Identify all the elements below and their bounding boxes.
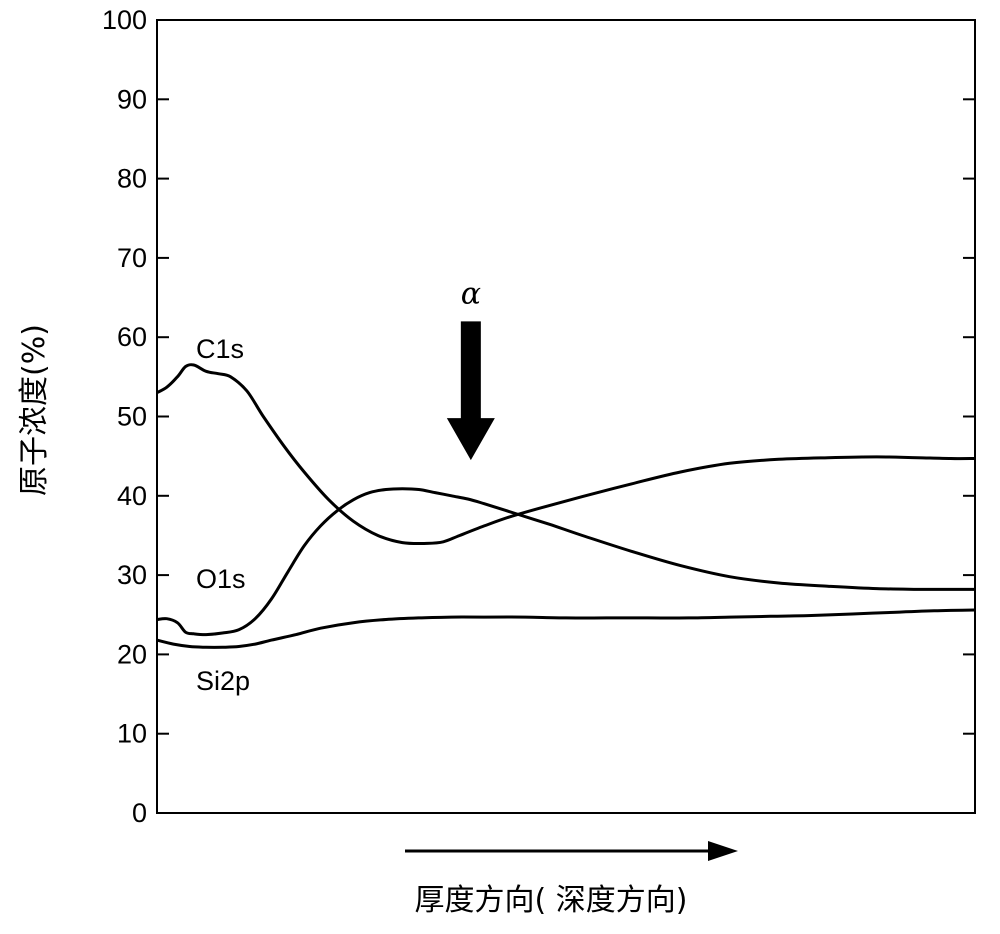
series-line-c1s — [157, 365, 975, 544]
series-label-si2p: Si2p — [196, 666, 250, 696]
series-label-c1s: C1s — [196, 334, 244, 364]
y-tick-label: 40 — [117, 481, 147, 511]
x-axis-title: 厚度方向( 深度方向) — [415, 883, 688, 918]
depth-direction-arrow-head — [708, 841, 738, 861]
alpha-down-arrow — [447, 321, 495, 460]
alpha-annotation-label: α — [461, 276, 481, 311]
y-tick-label: 50 — [117, 402, 147, 432]
y-tick-label: 0 — [132, 798, 147, 828]
y-tick-label: 20 — [117, 639, 147, 669]
y-tick-label: 70 — [117, 243, 147, 273]
series-label-o1s: O1s — [196, 564, 246, 594]
chart-root: 0 10 20 30 40 50 60 70 80 90 100 C1s O1s Si2p α 厚度方向… — [0, 0, 1000, 934]
plot-frame — [157, 20, 975, 813]
series-labels: C1s O1s Si2p — [196, 334, 250, 696]
y-axis-title: 原子浓度(%) — [17, 324, 52, 496]
y-axis-ticks: 0 10 20 30 40 50 60 70 80 90 100 — [102, 5, 975, 828]
series-lines — [157, 365, 975, 648]
y-tick-label: 100 — [102, 5, 147, 35]
y-tick-label: 60 — [117, 322, 147, 352]
y-tick-label: 30 — [117, 560, 147, 590]
y-tick-label: 10 — [117, 719, 147, 749]
y-tick-label: 80 — [117, 164, 147, 194]
series-line-si2p — [157, 610, 975, 647]
atomic-concentration-chart: 0 10 20 30 40 50 60 70 80 90 100 C1s O1s Si2p α 厚度方向… — [0, 0, 1000, 934]
y-tick-label: 90 — [117, 84, 147, 114]
